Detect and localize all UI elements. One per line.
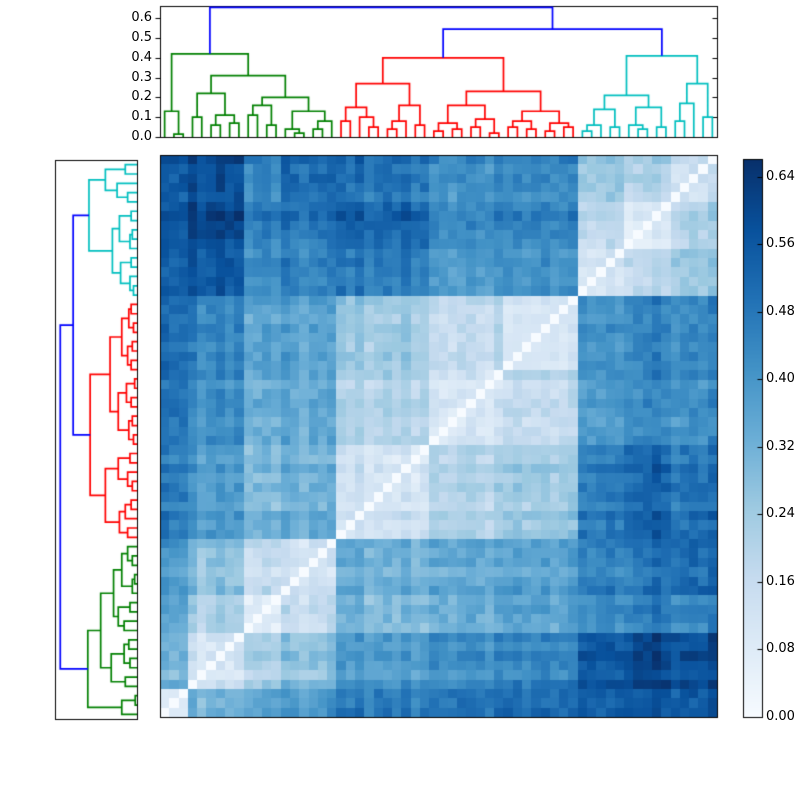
top-dendrogram-ytick-label: 0.4 xyxy=(131,49,152,65)
colorbar-tick-label: 0.00 xyxy=(766,709,795,724)
colorbar-tick-label: 0.16 xyxy=(766,573,795,589)
colorbar-tick-label: 0.40 xyxy=(766,371,795,387)
top-dendrogram-ytick-label: 0.6 xyxy=(131,10,152,26)
top-dendrogram-ytick-label: 0.0 xyxy=(131,129,152,144)
colorbar-tick-label: 0.48 xyxy=(766,303,795,319)
top-dendrogram-ytick-label: 0.2 xyxy=(131,89,152,105)
colorbar-tick-label: 0.64 xyxy=(766,168,795,184)
top-dendrogram-ytick-label: 0.5 xyxy=(131,30,152,45)
colorbar-tick-label: 0.56 xyxy=(766,236,795,252)
colorbar-tick-label: 0.32 xyxy=(766,438,795,454)
colorbar-tick-label: 0.24 xyxy=(766,506,795,522)
colorbar-tick-label: 0.08 xyxy=(766,641,795,657)
top-dendrogram-ytick-label: 0.1 xyxy=(131,109,152,125)
top-dendrogram-ytick-label: 0.3 xyxy=(131,69,152,85)
